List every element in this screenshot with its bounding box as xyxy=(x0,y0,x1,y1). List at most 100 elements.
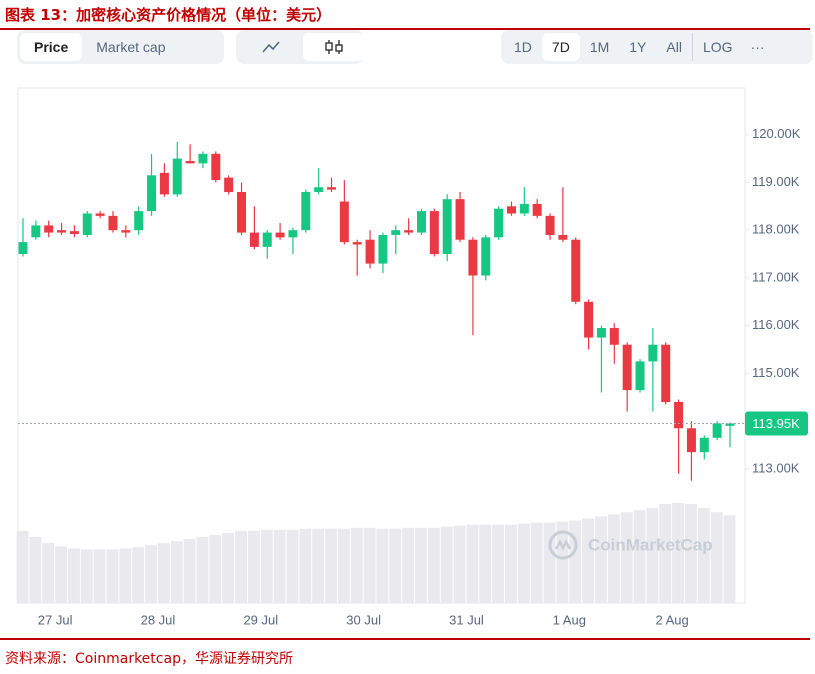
candle-body xyxy=(648,344,658,362)
candle-body xyxy=(301,192,311,231)
volume-bar xyxy=(132,547,145,603)
log-toggle[interactable]: LOG xyxy=(691,33,743,61)
candle-body xyxy=(506,206,516,214)
volume-bar xyxy=(556,521,569,603)
volume-bar xyxy=(337,528,350,603)
volume-bar xyxy=(672,503,685,603)
volume-bar xyxy=(415,527,427,603)
candle-body xyxy=(249,232,259,247)
line-toggle[interactable] xyxy=(239,33,303,61)
volume-bar xyxy=(247,530,260,603)
x-tick-label: 31 Jul xyxy=(449,612,484,627)
x-tick-label: 28 Jul xyxy=(141,612,176,627)
candle-body xyxy=(622,344,632,391)
candle-body xyxy=(159,172,169,195)
volume-bar xyxy=(633,510,646,603)
x-tick-label: 1 Aug xyxy=(553,612,586,627)
volume-bar xyxy=(402,527,415,603)
volume-bar xyxy=(196,537,209,603)
candle-body xyxy=(185,160,195,164)
volume-bar xyxy=(170,541,183,603)
x-tick-label: 30 Jul xyxy=(346,612,381,627)
x-tick-label: 27 Jul xyxy=(38,612,73,627)
volume-bar xyxy=(119,548,132,603)
range-7d[interactable]: 7D xyxy=(541,33,580,61)
candle-body xyxy=(442,199,452,255)
candle-body xyxy=(352,242,362,245)
volume-bar xyxy=(209,534,222,603)
candle-body xyxy=(95,213,105,216)
candle-body xyxy=(82,213,92,235)
candle-body xyxy=(57,230,67,233)
volume-bar xyxy=(582,518,595,603)
volume-bar xyxy=(569,520,582,603)
candle-body xyxy=(416,211,426,233)
candle-body xyxy=(455,199,465,240)
volume-bar xyxy=(685,504,697,603)
candle-body xyxy=(481,237,491,276)
volume-bar xyxy=(543,522,556,603)
candle-body xyxy=(211,153,221,181)
volume-bar xyxy=(106,549,119,603)
candle-body xyxy=(712,423,722,438)
candle-body xyxy=(134,211,144,231)
y-tick-label: 119.00K xyxy=(752,174,800,189)
more-button[interactable]: ··· xyxy=(750,39,765,55)
volume-bar xyxy=(299,528,312,603)
candle-body xyxy=(404,230,414,233)
x-tick-label: 29 Jul xyxy=(243,612,278,627)
candle-body xyxy=(378,234,388,264)
candle-body xyxy=(198,153,208,164)
volume-bar xyxy=(595,516,607,603)
volume-bar xyxy=(607,514,620,603)
candle-body xyxy=(237,192,247,233)
candle-toggle[interactable] xyxy=(303,33,365,61)
candle-body xyxy=(596,328,606,338)
watermark: CoinMarketCap xyxy=(588,535,713,554)
range-all[interactable]: All xyxy=(666,39,682,55)
y-tick-label: 116.00K xyxy=(752,317,800,332)
market-cap-tab[interactable]: Market cap xyxy=(96,39,166,55)
y-tick-label: 113.00K xyxy=(752,460,800,475)
candle-body xyxy=(69,231,79,234)
volume-bar xyxy=(646,508,659,603)
volume-bar xyxy=(453,525,466,603)
candle-body xyxy=(18,242,28,255)
candle-body xyxy=(224,177,234,192)
volume-bar xyxy=(363,527,376,603)
candle-body xyxy=(121,230,131,233)
candle-body xyxy=(147,175,157,212)
volume-bar xyxy=(466,524,479,603)
volume-bar xyxy=(93,549,106,603)
candle-body xyxy=(314,187,324,192)
candle-body xyxy=(172,158,182,195)
range-1d[interactable]: 1D xyxy=(514,39,532,55)
volume-bar xyxy=(286,529,299,603)
y-tick-label: 120.00K xyxy=(752,126,801,141)
volume-bar xyxy=(145,545,157,603)
price-tab[interactable]: Price xyxy=(20,33,83,61)
y-tick-label: 117.00K xyxy=(752,269,800,284)
volume-bar xyxy=(659,504,672,603)
volume-bar xyxy=(427,527,440,603)
volume-bar xyxy=(697,508,710,603)
source-note: 资料来源：Coinmarketcap，华源证券研究所 xyxy=(5,651,293,667)
candle-body xyxy=(391,230,401,235)
volume-bar xyxy=(530,522,543,603)
range-group: 1D 7D 1M 1Y All LOG ··· xyxy=(501,30,813,64)
volume-bar xyxy=(479,524,492,603)
y-tick-label: 115.00K xyxy=(752,365,800,380)
candle-body xyxy=(725,423,735,426)
volume-bar xyxy=(16,530,29,603)
candle-body xyxy=(674,402,684,429)
candle-body xyxy=(31,225,41,238)
figure-title: 图表 13：加密核心资产价格情况（单位：美元） xyxy=(5,6,332,24)
candle-body xyxy=(494,208,504,238)
volume-bar xyxy=(67,548,80,603)
candle-body xyxy=(545,215,555,235)
range-1m[interactable]: 1M xyxy=(589,39,610,55)
candle-body xyxy=(108,215,118,231)
volume-bar xyxy=(505,524,517,603)
range-1y[interactable]: 1Y xyxy=(629,39,647,55)
